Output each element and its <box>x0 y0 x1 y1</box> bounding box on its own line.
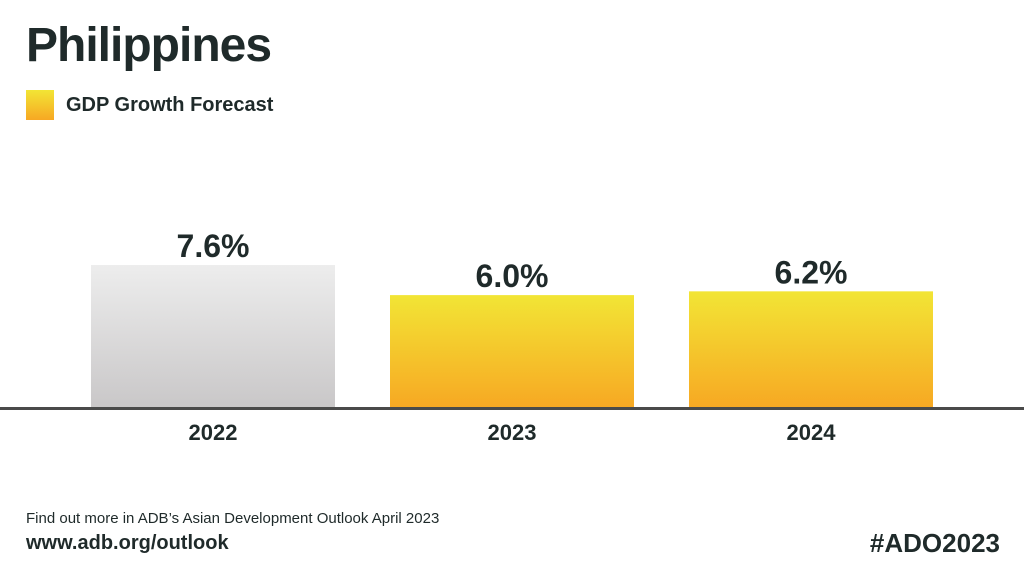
footer-note: Find out more in ADB’s Asian Development… <box>26 510 440 527</box>
bar-2023 <box>390 295 634 408</box>
legend: GDP Growth Forecast <box>26 90 273 120</box>
bar-2022 <box>91 265 335 408</box>
data-label-2022: 7.6% <box>177 228 250 264</box>
x-tick-label-2024: 2024 <box>787 420 837 445</box>
hashtag: #ADO2023 <box>869 528 1000 558</box>
x-tick-label-2022: 2022 <box>189 420 238 445</box>
x-axis-baseline <box>0 407 1024 410</box>
data-label-2023: 6.0% <box>476 258 549 294</box>
page-title: Philippines <box>26 19 272 72</box>
legend-label: GDP Growth Forecast <box>66 93 274 116</box>
bar-2024 <box>689 291 933 408</box>
x-tick-label-2023: 2023 <box>488 420 537 445</box>
legend-swatch <box>26 90 54 120</box>
data-label-2024: 6.2% <box>775 254 848 290</box>
outlook-link[interactable]: www.adb.org/outlook <box>26 532 229 554</box>
